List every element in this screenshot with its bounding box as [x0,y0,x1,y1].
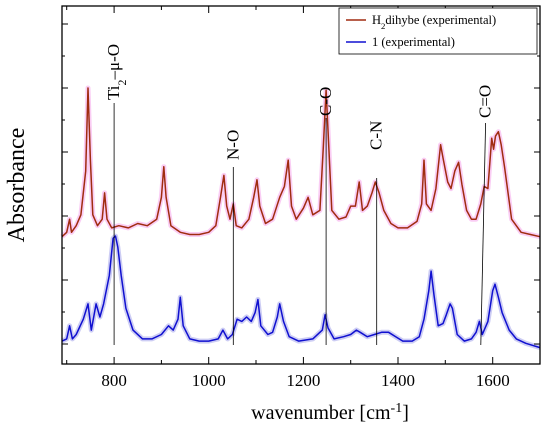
series-line-1 [61,235,541,349]
marker-line-4 [480,122,486,346]
marker-line-layer [113,103,486,346]
tick-layer: 800 1000 1200 1400 1600 [62,6,541,390]
x-axis-label: wavenumber [cm-1] [251,401,409,425]
x-tick-label: 1200 [286,371,320,390]
x-tick-label: 1000 [192,371,226,390]
legend-box [338,7,538,55]
annotation-label-2: C-O [316,87,335,116]
x-tick-label: 1600 [476,371,510,390]
annotation-label-1: N-O [223,130,242,160]
x-tick-label: 1400 [381,371,415,390]
annotation-label-0: Ti2–μ-O [104,44,129,100]
annotation-label-3: C-N [367,121,386,150]
series-layer [60,85,541,350]
x-tick-label: 800 [101,371,127,390]
legend: H2dihybe (experimental) 1 (experimental) [338,7,538,55]
series-line-0 [61,87,541,238]
annotation-layer: Ti2–μ-O N-O C-O C-N C=O [104,44,495,160]
legend-label-h2dihybe: H2dihybe (experimental) [372,13,496,31]
y-axis-label: Absorbance [4,128,30,243]
plot-frame [61,5,541,365]
annotation-label-4: C=O [476,85,495,118]
legend-label-compound-1: 1 (experimental) [372,35,455,49]
